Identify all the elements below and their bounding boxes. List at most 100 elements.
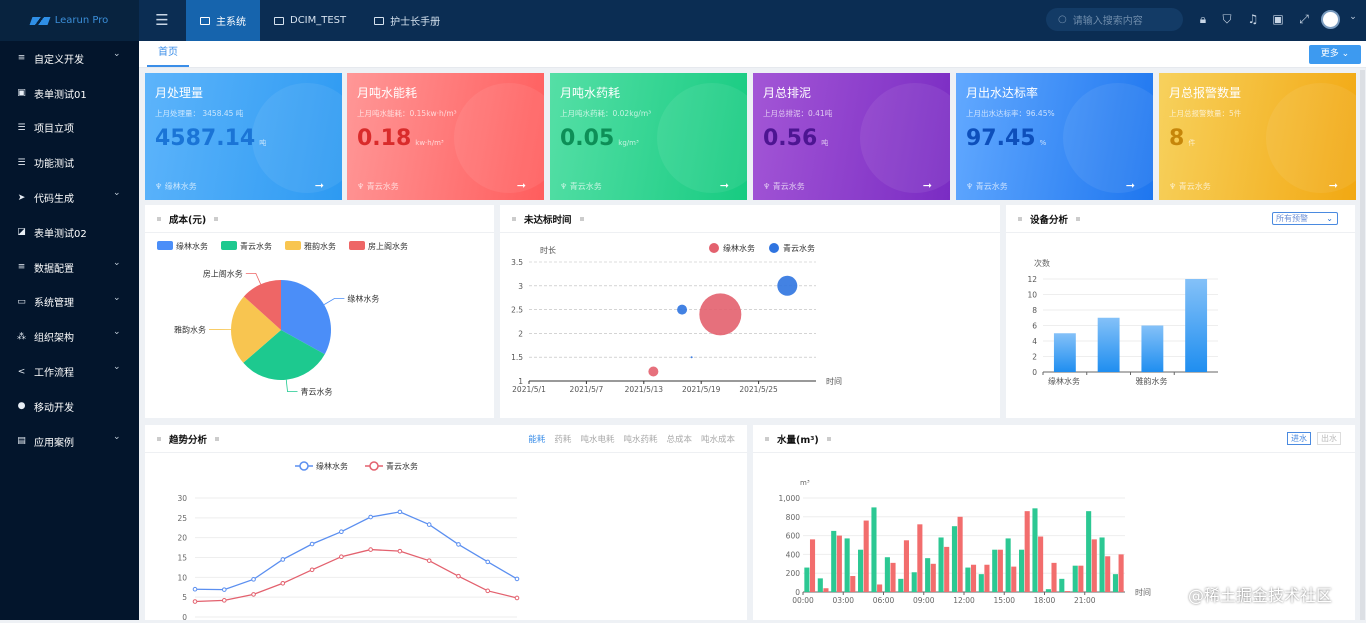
value-number: 97.45	[966, 126, 1036, 151]
sidebar: ≡自定义开发⌄▣表单测试01☰项目立项☰功能测试 ➤ 代码生成 ⌄ ◪表单测试02≡数据…	[0, 41, 139, 620]
data-point	[340, 530, 344, 534]
data-point	[281, 558, 285, 562]
data-point	[310, 568, 314, 572]
legend-label: 缘林水务	[723, 243, 755, 253]
y-axis-label: 次数	[1034, 258, 1050, 268]
sidebar-item[interactable]: ▤应用案例⌄	[0, 424, 139, 459]
sidebar-item[interactable]: ➤代码生成⌄	[0, 180, 139, 215]
trend-tab[interactable]: 能耗	[528, 433, 545, 445]
y-tick-label: 1.5	[511, 353, 523, 362]
more-label: 更多	[1321, 49, 1339, 59]
bar	[917, 524, 922, 592]
sidebar-item[interactable]: ☰项目立项	[0, 111, 139, 146]
page-tab-bar: 首页 更多 ⌄	[139, 41, 1366, 68]
chevron-down-icon[interactable]: ⌄	[1346, 12, 1360, 22]
bar	[885, 557, 890, 592]
outflow-toggle[interactable]: 出水	[1317, 432, 1341, 445]
data-point	[457, 543, 461, 547]
trend-tab[interactable]: 吨水成本	[701, 433, 735, 445]
kpi-card[interactable]: 月出水达标率上月出水达标率：96.45%97.45%♆ 青云水务➞	[956, 73, 1153, 200]
bar	[1119, 554, 1124, 592]
arrow-right-icon[interactable]: ➞	[923, 179, 932, 192]
sidebar-item-label: 代码生成	[34, 190, 74, 205]
sidebar-item[interactable]: ▣表单测试01	[0, 76, 139, 111]
fullscreen-icon[interactable]: ⤢	[1297, 12, 1311, 27]
sidebar-item[interactable]: <工作流程⌄	[0, 354, 139, 389]
panel-title: 未达标时间	[524, 212, 572, 226]
legend-swatch	[285, 241, 301, 250]
top-bar: Learun Pro ☰ 主系统 DCIM_TEST 护士长手册 ○请输入搜索内…	[0, 0, 1366, 41]
bar	[1113, 574, 1118, 592]
sidebar-item[interactable]: ●移动开发	[0, 389, 139, 424]
translate-icon[interactable]: ▣	[1271, 12, 1285, 26]
inflow-toggle[interactable]: 进水	[1287, 432, 1311, 445]
sidebar-item-icon: ➤	[17, 193, 26, 203]
sidebar-item[interactable]: ◪表单测试02	[0, 215, 139, 250]
page-scrollbar[interactable]	[1360, 70, 1365, 620]
tab-main-system[interactable]: 主系统	[186, 0, 260, 41]
card-previous: 上月总排泥：0.41吨	[763, 108, 832, 119]
shirt-icon[interactable]: ⛉	[1220, 12, 1234, 27]
arrow-right-icon[interactable]: ➞	[517, 179, 526, 192]
arrow-right-icon[interactable]: ➞	[720, 179, 729, 192]
label-line	[286, 380, 297, 392]
sidebar-item-label: 数据配置	[34, 260, 74, 275]
sidebar-item[interactable]: ≡自定义开发⌄	[0, 41, 139, 76]
tab-dcim-test[interactable]: DCIM_TEST	[260, 0, 360, 41]
lock-icon[interactable]: 🔒︎	[1196, 12, 1210, 27]
trend-tab[interactable]: 吨水药耗	[623, 433, 657, 445]
sidebar-item-label: 功能测试	[34, 155, 74, 170]
chevron-down-icon: ⌄	[113, 49, 121, 59]
trend-tab[interactable]: 药耗	[554, 433, 571, 445]
tab-home[interactable]: 首页	[147, 41, 189, 67]
sidebar-item[interactable]: ▭系统管理⌄	[0, 285, 139, 320]
avatar[interactable]	[1321, 10, 1340, 29]
arrow-right-icon[interactable]: ➞	[315, 179, 324, 192]
sidebar-item-label: 项目立项	[34, 120, 74, 135]
card-previous: 上月吨水能耗：0.15kw·h/m³	[357, 108, 457, 119]
bar	[912, 572, 917, 592]
x-tick-label: 2021/5/7	[570, 385, 604, 394]
trend-tab[interactable]: 吨水电耗	[580, 433, 614, 445]
sidebar-item[interactable]: ⁂组织架构⌄	[0, 319, 139, 354]
x-axis-label: 时间	[826, 376, 842, 386]
alert-filter-select[interactable]: 所有预警⌄	[1272, 212, 1338, 225]
legend-label: 青云水务	[783, 243, 815, 253]
sidebar-item-label: 系统管理	[34, 294, 74, 309]
trend-tab[interactable]: 总成本	[666, 433, 692, 445]
select-value: 所有预警	[1276, 214, 1308, 223]
bar	[1019, 550, 1024, 592]
bell-icon[interactable]: ♫	[1246, 12, 1260, 26]
arrow-right-icon[interactable]: ➞	[1126, 179, 1135, 192]
card-title: 月吨水能耗	[357, 84, 417, 101]
sidebar-item[interactable]: ≡数据配置⌄	[0, 250, 139, 285]
bubble-point	[777, 276, 797, 296]
data-point	[310, 542, 314, 546]
card-footer: ♆ 青云水务	[357, 181, 399, 192]
more-button[interactable]: 更多 ⌄	[1309, 45, 1361, 64]
bar	[925, 558, 930, 592]
search-input[interactable]: ○请输入搜索内容	[1046, 8, 1183, 31]
data-point	[281, 581, 285, 585]
legend-label: 雅韵水务	[304, 241, 336, 251]
arrow-right-icon[interactable]: ➞	[1329, 179, 1338, 192]
bubble-point	[677, 305, 687, 315]
x-tick-label: 06:00	[873, 596, 895, 605]
logo[interactable]: Learun Pro	[0, 0, 139, 41]
sidebar-item-label: 移动开发	[34, 399, 74, 414]
slice-label: 房上阁水务	[203, 268, 243, 278]
bar	[1086, 511, 1091, 592]
data-point	[340, 555, 344, 559]
menu-toggle-icon[interactable]: ☰	[150, 12, 174, 28]
tab-nurse-manual[interactable]: 护士长手册	[360, 0, 454, 41]
sidebar-item[interactable]: ☰功能测试	[0, 145, 139, 180]
value-number: 0.18	[357, 126, 411, 151]
